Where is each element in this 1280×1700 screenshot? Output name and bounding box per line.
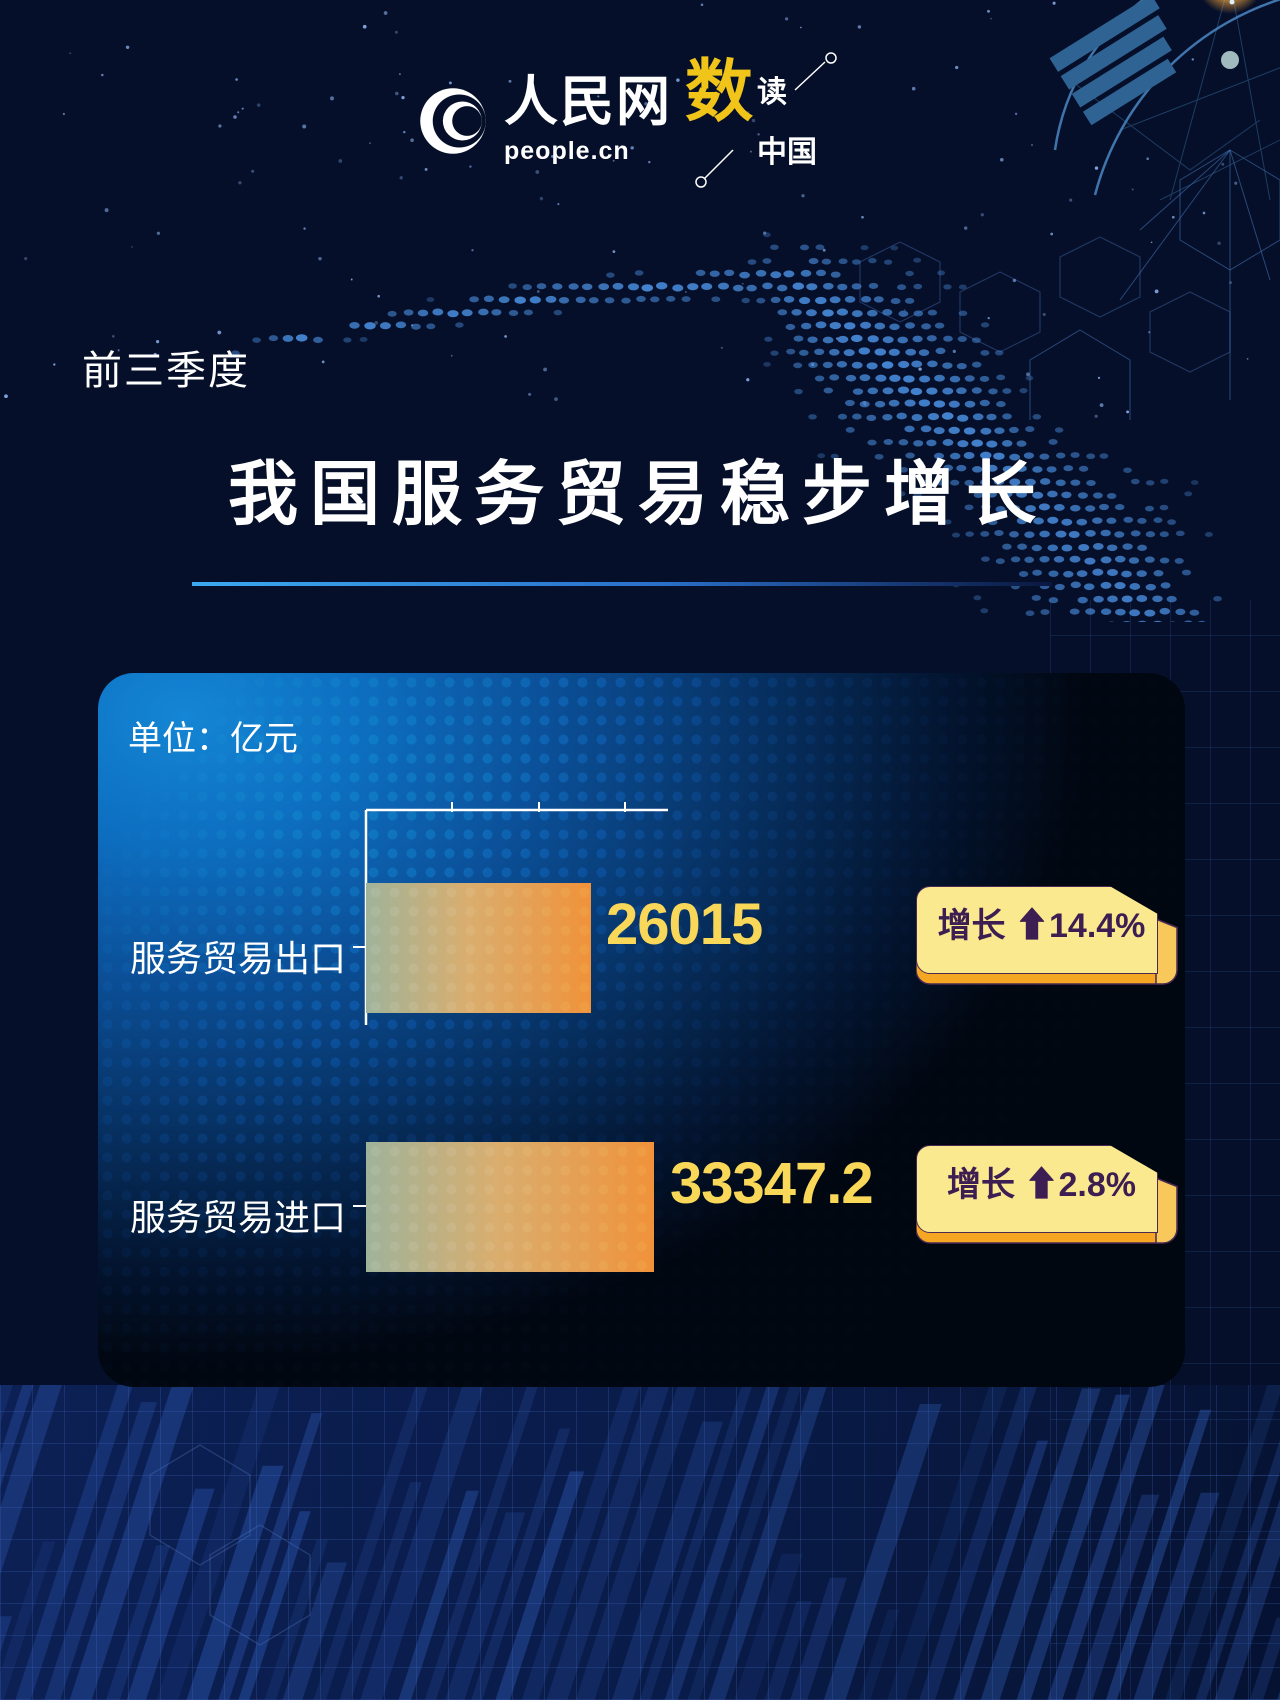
svg-text:读: 读	[757, 76, 787, 109]
svg-text:数: 数	[685, 54, 753, 130]
svg-text:中国: 中国	[757, 136, 817, 169]
